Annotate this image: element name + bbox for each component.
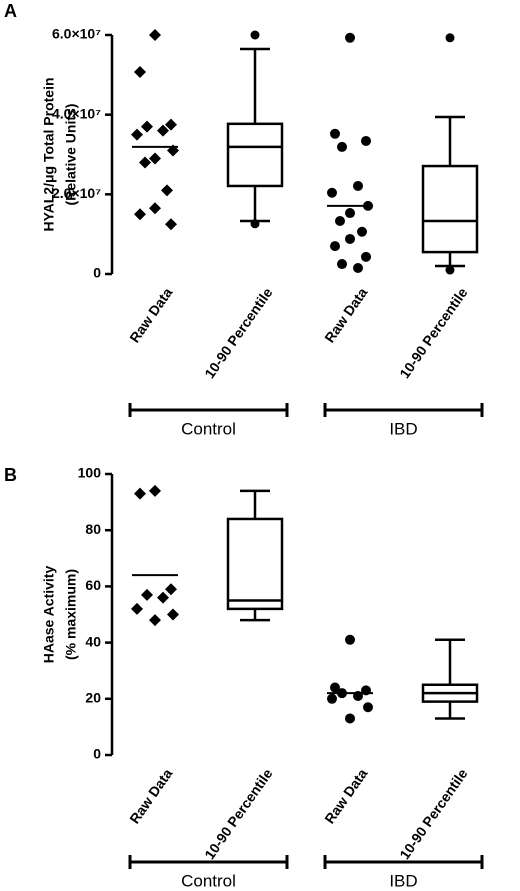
x-tick-label: Raw Data	[126, 285, 175, 346]
raw-point	[134, 208, 146, 221]
y-axis-label: (Relative Units)	[63, 104, 79, 206]
outlier	[445, 33, 455, 43]
outlier	[250, 30, 260, 40]
raw-point	[134, 66, 146, 79]
box	[226, 122, 284, 188]
x-tick-label: 10-90 Percentile	[396, 284, 470, 381]
raw-point	[330, 241, 340, 252]
group-label: IBD	[389, 871, 417, 890]
raw-point	[353, 180, 363, 191]
y-tick-label: 4.0×10⁷	[52, 105, 101, 121]
y-tick-label: 40	[85, 633, 101, 649]
x-tick-label: Raw Data	[321, 766, 370, 827]
raw-point	[141, 120, 153, 133]
panel-label: A	[4, 1, 17, 21]
y-tick-label: 0	[93, 746, 101, 762]
y-axis-label: HAase Activity	[41, 566, 57, 664]
raw-point	[157, 124, 169, 137]
y-axis-label: HYAL2/μg Total Protein	[41, 77, 57, 231]
raw-point	[330, 682, 340, 693]
raw-point	[157, 591, 169, 604]
raw-point	[363, 702, 373, 713]
y-tick-label: 20	[85, 690, 101, 706]
raw-point	[337, 259, 347, 270]
raw-point	[149, 202, 161, 215]
raw-point	[330, 128, 340, 139]
raw-point	[335, 216, 345, 227]
raw-point	[337, 141, 347, 152]
box	[226, 517, 284, 611]
raw-point	[345, 32, 355, 43]
box	[421, 164, 479, 254]
y-tick-label: 100	[78, 465, 102, 481]
group-label: IBD	[389, 419, 417, 438]
x-tick-label: 10-90 Percentile	[201, 765, 275, 862]
raw-point	[161, 184, 173, 197]
outlier	[250, 219, 260, 229]
x-tick-label: 10-90 Percentile	[396, 765, 470, 862]
raw-point	[149, 484, 161, 497]
panel-label: B	[4, 465, 17, 485]
raw-point	[165, 218, 177, 231]
x-tick-label: Raw Data	[321, 285, 370, 346]
raw-point	[131, 128, 143, 141]
raw-point	[139, 156, 151, 169]
outlier	[445, 265, 455, 275]
raw-point	[165, 118, 177, 131]
raw-point	[345, 634, 355, 645]
raw-point	[353, 263, 363, 274]
raw-point	[134, 487, 146, 500]
raw-point	[327, 693, 337, 704]
raw-point	[141, 588, 153, 601]
raw-point	[165, 583, 177, 596]
y-tick-label: 60	[85, 577, 101, 593]
group-label: Control	[181, 871, 236, 890]
x-tick-label: Raw Data	[126, 766, 175, 827]
y-tick-label: 2.0×10⁷	[52, 185, 101, 201]
raw-point	[357, 226, 367, 237]
raw-point	[361, 251, 371, 262]
y-tick-label: 6.0×10⁷	[52, 26, 101, 42]
raw-point	[327, 187, 337, 198]
y-tick-label: 80	[85, 521, 101, 537]
raw-point	[149, 614, 161, 627]
raw-point	[167, 608, 179, 621]
raw-point	[345, 233, 355, 244]
raw-point	[149, 29, 161, 41]
raw-point	[131, 602, 143, 615]
y-tick-label: 0	[93, 265, 101, 281]
group-label: Control	[181, 419, 236, 438]
raw-point	[345, 208, 355, 219]
raw-point	[345, 713, 355, 724]
y-axis-label: (% maximum)	[63, 569, 79, 660]
raw-point	[149, 152, 161, 165]
x-tick-label: 10-90 Percentile	[201, 284, 275, 381]
raw-point	[361, 135, 371, 146]
